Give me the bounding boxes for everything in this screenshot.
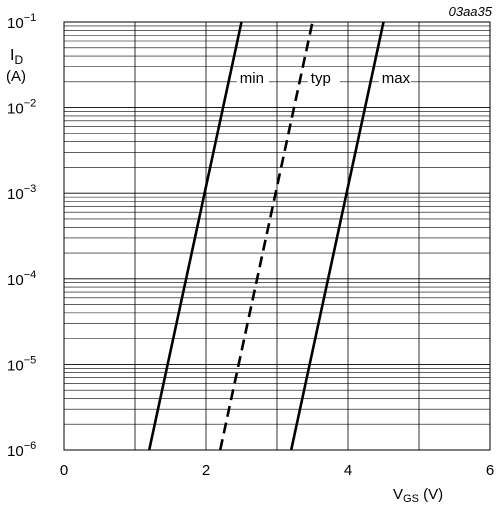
series-line-max xyxy=(289,21,385,451)
series-line-typ xyxy=(218,21,314,451)
y-tick-label: 10−2 xyxy=(7,98,36,118)
y-tick-label: 10−6 xyxy=(7,440,36,460)
y-axis-unit: (A) xyxy=(6,68,26,85)
series-label-bg xyxy=(236,69,269,88)
y-axis-label-main: I xyxy=(10,47,14,64)
grid xyxy=(64,22,490,450)
x-axis-label-sub: GS xyxy=(403,493,419,505)
figure-code: 03aa35 xyxy=(449,4,493,19)
series-label-typ: typ xyxy=(311,70,331,87)
x-tick-label: 6 xyxy=(486,462,494,479)
x-tick-labels: 0 2 4 6 xyxy=(60,462,494,479)
series-label-min: min xyxy=(240,70,264,87)
x-axis-label-main: V xyxy=(393,486,403,503)
plot-frame xyxy=(63,21,491,451)
series-layer xyxy=(147,21,385,451)
y-tick-labels: 10−6 10−5 10−4 10−3 10−2 10−1 xyxy=(7,12,36,460)
series-label-bg xyxy=(378,69,411,88)
series-line-min xyxy=(147,21,243,451)
y-tick-label: 10−3 xyxy=(7,183,36,203)
series-label-bg xyxy=(307,69,340,88)
series-labels: min typ max xyxy=(236,69,411,88)
x-axis-label: VGS (V) xyxy=(393,486,443,505)
y-tick-label: 10−4 xyxy=(7,269,36,289)
y-tick-label: 10−5 xyxy=(7,354,36,374)
y-tick-label: 10−1 xyxy=(7,12,36,32)
x-tick-label: 0 xyxy=(60,462,68,479)
x-tick-label: 2 xyxy=(202,462,210,479)
series-label-max: max xyxy=(382,70,411,87)
y-axis-label-sub: D xyxy=(14,53,23,67)
y-axis-label: ID xyxy=(10,47,23,67)
x-tick-label: 4 xyxy=(344,462,352,479)
x-axis-label-unit: (V) xyxy=(419,486,443,503)
